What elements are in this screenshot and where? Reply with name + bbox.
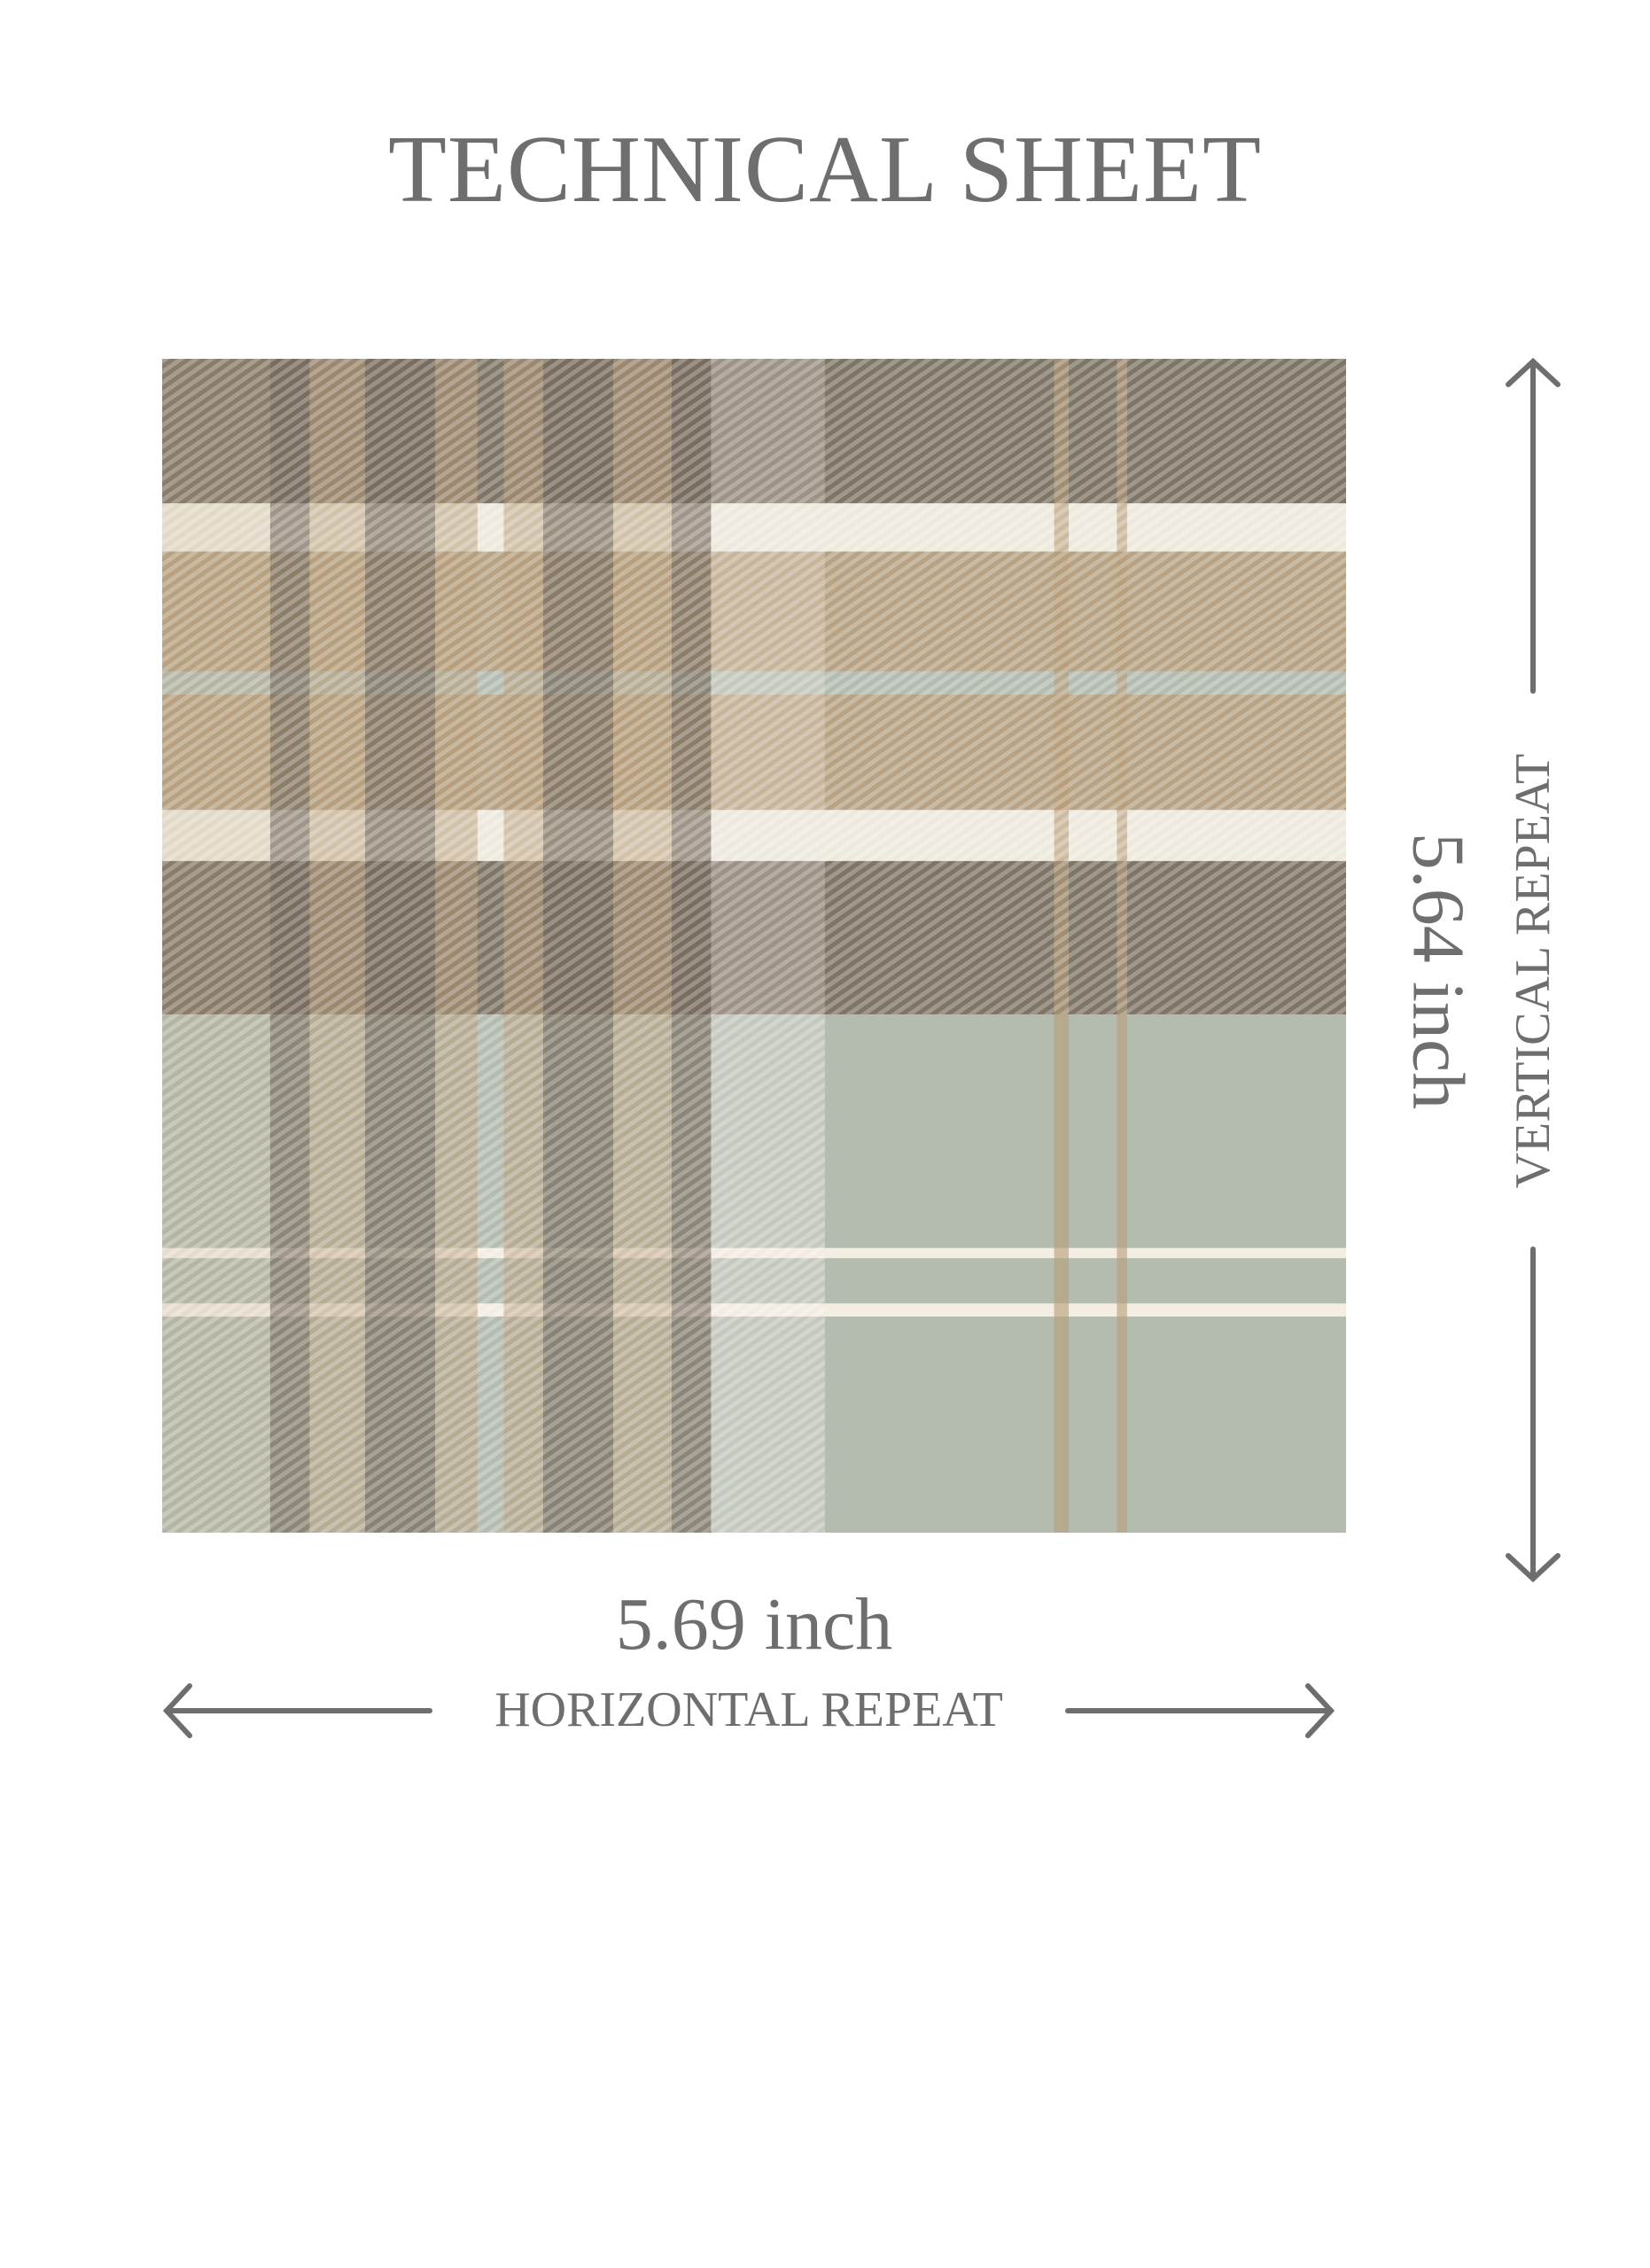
horizontal-dimension: 5.69 inch [615,1583,893,1666]
horizontal-repeat-label: HORIZONTAL REPEAT [494,1682,1003,1737]
plaid-pattern-swatch [162,359,1346,1533]
page-title: TECHNICAL SHEET [388,117,1262,222]
horizontal-arrow-icon [162,1683,1335,1738]
vertical-arrow-icon [1506,357,1560,1583]
vertical-repeat-label: VERTICAL REPEAT [1505,735,1561,1207]
vertical-dimension: 5.64 inch [1397,832,1480,1110]
